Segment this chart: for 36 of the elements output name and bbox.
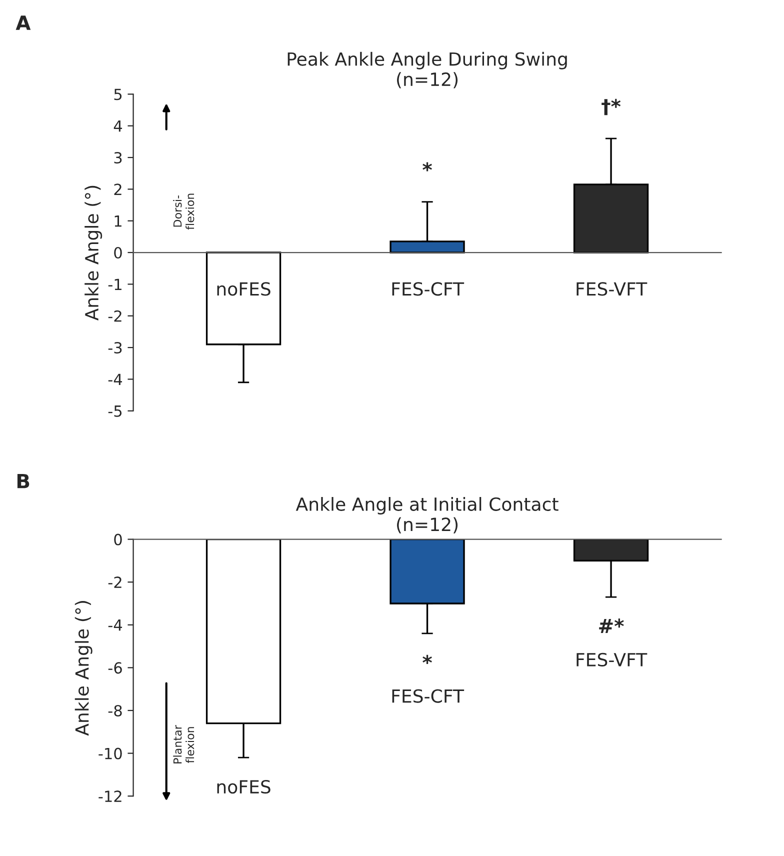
y-axis-title: Ankle Angle (°): [74, 601, 92, 736]
y-tick-label: 3: [114, 152, 122, 164]
y-tick-label: 2: [114, 184, 122, 195]
y-tick-label: 0: [114, 534, 122, 546]
y-axis-title: Ankle Angle (°): [84, 186, 102, 321]
annotation: Dorsi- flexion: [173, 194, 194, 230]
y-tick-label: -8: [108, 704, 122, 716]
x-tick-label: FES-CFT: [392, 282, 464, 296]
y-tick-label: -2: [108, 576, 122, 588]
y-tick-label: 0: [114, 246, 122, 259]
y-tick-label: 4: [114, 120, 122, 132]
x-tick-label: FES-VFT: [576, 652, 648, 666]
annotation: Plantar flexion: [173, 725, 194, 764]
y-tick-label: 1: [114, 216, 122, 227]
x-tick-label: noFES: [217, 780, 270, 794]
y-tick-label: -2: [108, 310, 122, 322]
y-tick-label: -4: [108, 374, 122, 386]
x-tick-label: noFES: [217, 282, 270, 296]
text: B: [17, 474, 30, 488]
chart-title: Peak Ankle Angle During Swing (n=12): [288, 52, 567, 88]
y-tick-label: -1: [108, 278, 122, 290]
y-tick-label: -5: [108, 406, 122, 417]
y-tick-label: -4: [108, 620, 122, 631]
text: A: [16, 16, 31, 30]
annotation: #*: [599, 618, 624, 633]
x-tick-label: FES-CFT: [392, 689, 464, 703]
y-tick-label: -10: [98, 748, 122, 760]
y-tick-label: -3: [108, 342, 122, 354]
chart-title: Ankle Angle at Initial Contact (n=12): [296, 497, 558, 534]
y-tick-label: -6: [108, 662, 122, 674]
annotation: *: [422, 162, 432, 172]
annotation: *: [422, 654, 432, 664]
y-tick-label: 5: [114, 88, 122, 100]
x-tick-label: FES-VFT: [576, 282, 648, 296]
annotation: †*: [602, 98, 621, 116]
y-tick-label: -12: [98, 790, 122, 802]
